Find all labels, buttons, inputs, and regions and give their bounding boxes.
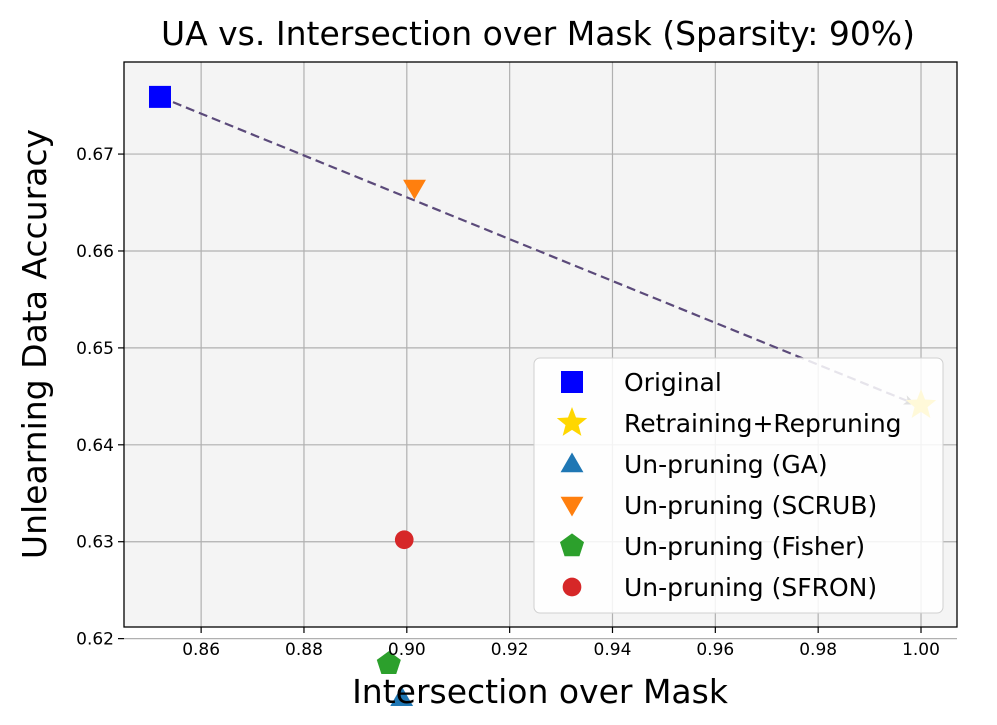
legend-label-2: Retraining+Repruning — [624, 409, 902, 438]
legend-marker-5 — [559, 533, 585, 557]
y-axis-label: Unlearning Data Accuracy — [15, 129, 54, 559]
trend-arrow — [159, 95, 916, 406]
x-tick-label: 0.86 — [182, 640, 220, 660]
y-tick-label: 0.64 — [76, 436, 114, 456]
legend-marker-4 — [560, 496, 584, 517]
legend-label-4: Un-pruning (SCRUB) — [624, 491, 877, 520]
data-points — [148, 85, 937, 706]
x-tick-label: 0.92 — [491, 640, 529, 660]
chart-title: UA vs. Intersection over Mask (Sparsity:… — [161, 14, 915, 53]
data-point-5 — [376, 651, 401, 675]
x-axis-label: Intersection over Mask — [352, 672, 729, 711]
plot-frame — [123, 61, 958, 628]
x-tick-label: 0.98 — [799, 640, 837, 660]
x-tick-label: 0.88 — [285, 640, 323, 660]
legend-label-5: Un-pruning (Fisher) — [624, 532, 865, 561]
x-tick-label: 0.94 — [594, 640, 632, 660]
legend-label-3: Un-pruning (GA) — [624, 450, 828, 479]
trend-arrow-layer — [159, 95, 916, 406]
legend-marker-6 — [562, 577, 582, 597]
y-tick-label: 0.66 — [76, 242, 114, 262]
legend-label-1: Original — [624, 368, 722, 397]
y-axis-ticks: 0.62 0.63 0.64 0.65 0.66 0.67 — [76, 145, 124, 650]
x-axis-ticks: 0.86 0.88 0.90 0.92 0.94 0.96 0.98 1.00 — [182, 627, 940, 660]
data-point-1 — [148, 85, 171, 108]
data-point-3 — [390, 686, 414, 706]
legend-marker-1 — [561, 371, 583, 393]
data-point-4 — [403, 179, 426, 200]
y-tick-label: 0.63 — [76, 533, 114, 553]
legend-marker-3 — [560, 452, 584, 473]
legend-label-6: Un-pruning (SFRON) — [624, 573, 877, 602]
x-tick-label: 0.90 — [388, 640, 426, 660]
y-tick-label: 0.62 — [76, 630, 114, 650]
x-tick-label: 1.00 — [902, 640, 940, 660]
legend-marker-2 — [556, 407, 588, 436]
x-tick-label: 0.96 — [696, 640, 734, 660]
y-tick-label: 0.65 — [76, 339, 114, 359]
y-tick-label: 0.67 — [76, 145, 114, 165]
legend-box — [533, 357, 944, 614]
legend: Original Retraining+Repruning Un-pruning (… — [533, 357, 944, 614]
data-point-6 — [394, 530, 414, 550]
